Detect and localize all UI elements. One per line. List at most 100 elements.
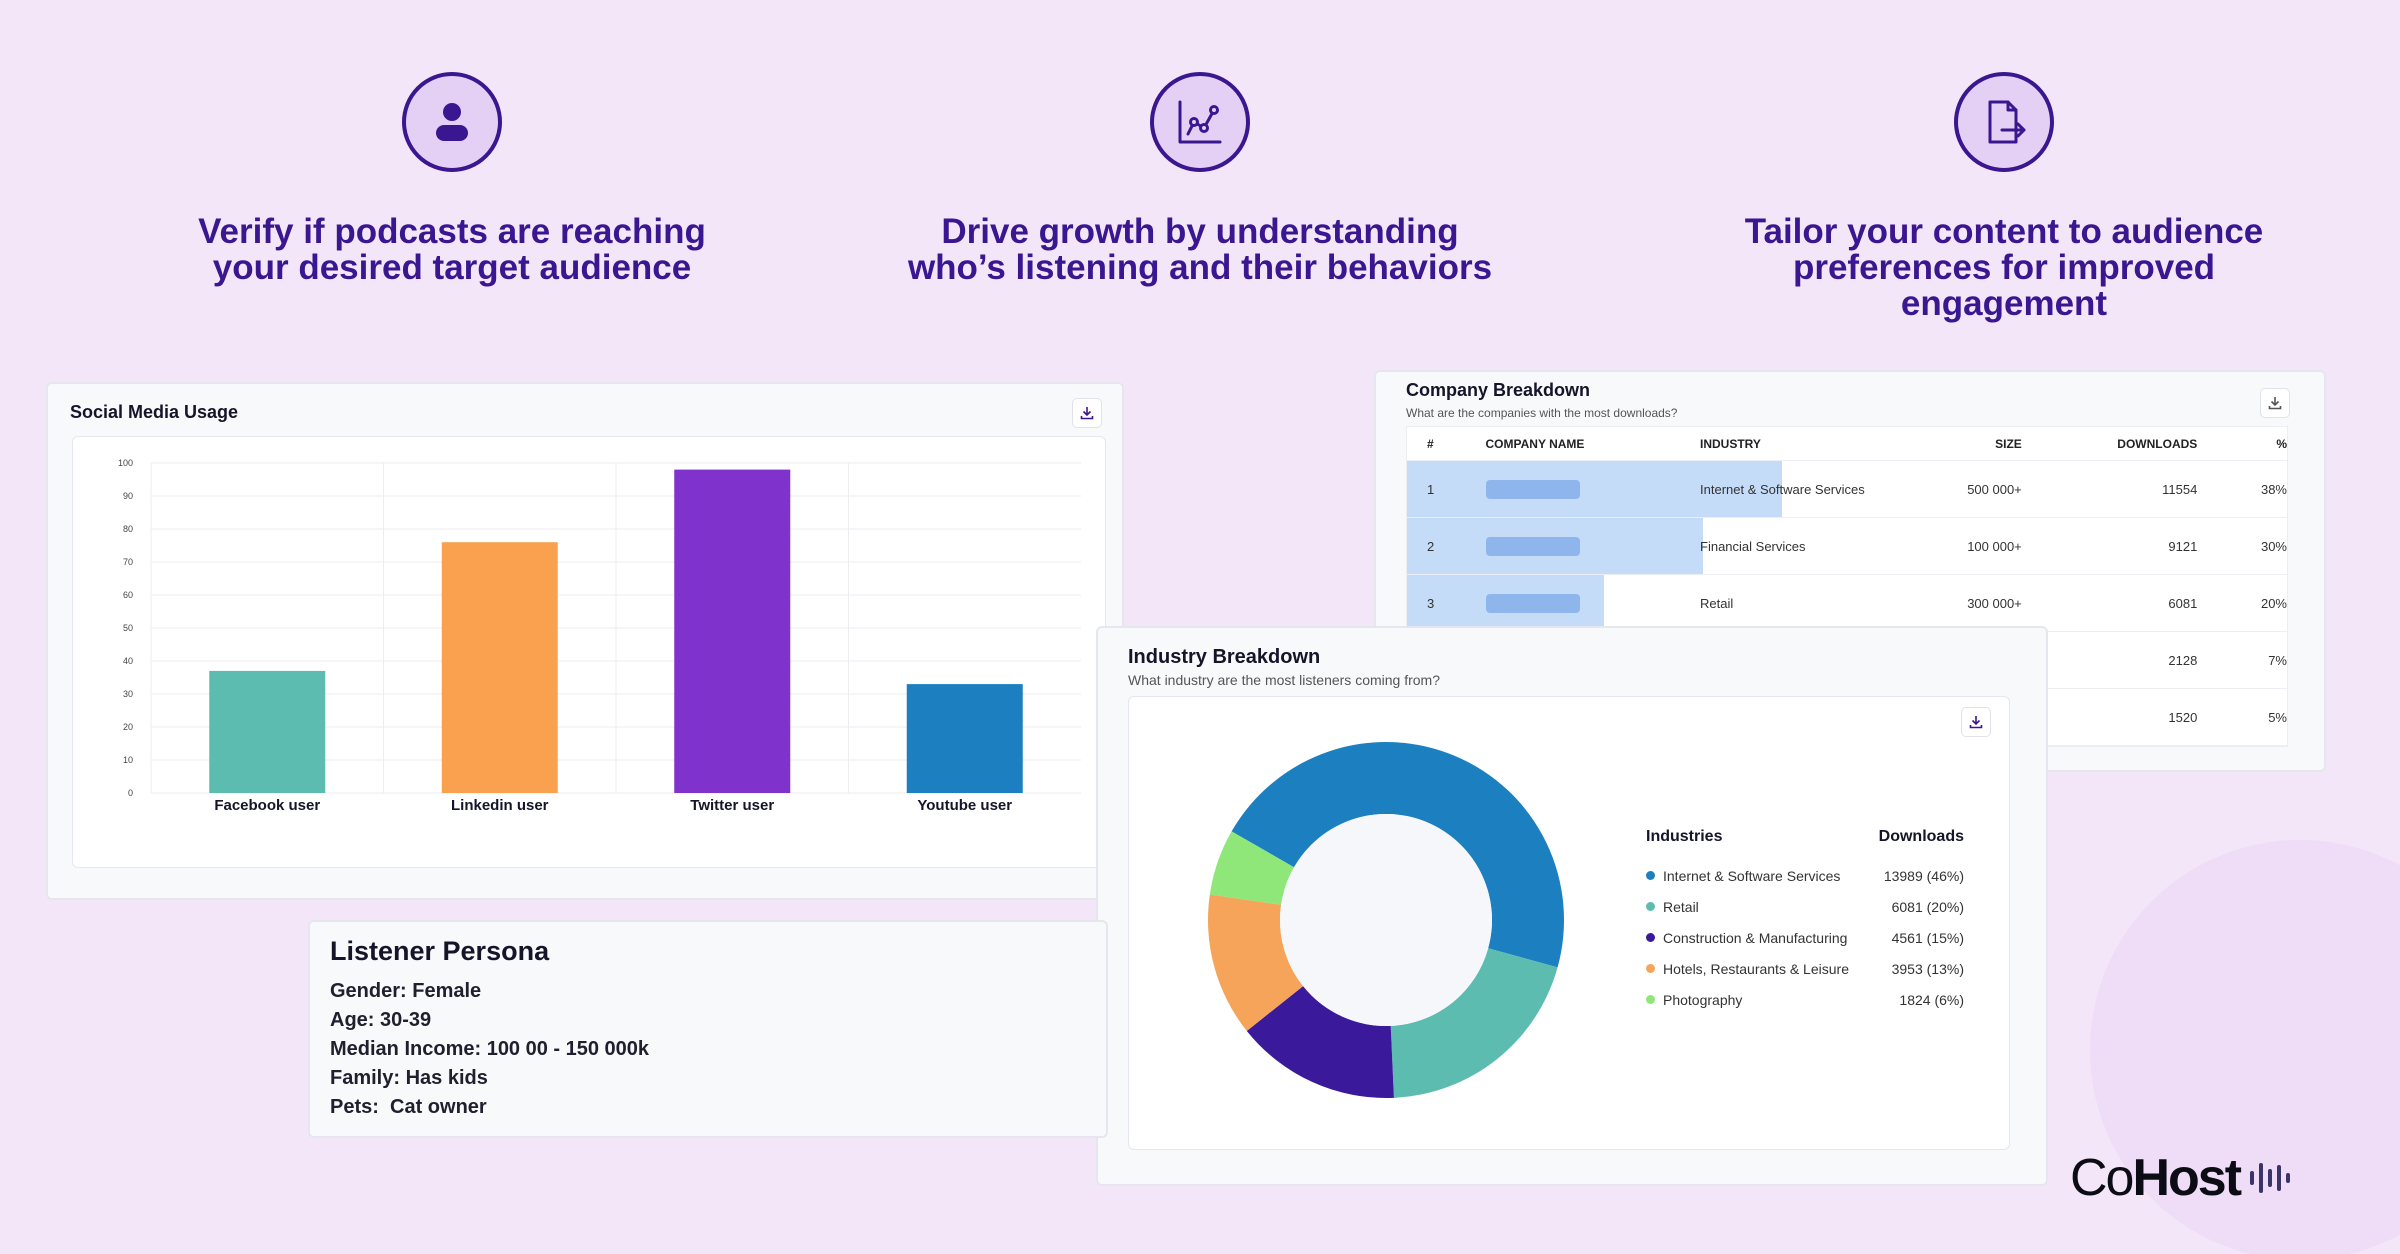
row-company-name [1485, 479, 1701, 499]
y-tick-label: 10 [123, 755, 133, 765]
industry-legend: Industries Downloads Internet & Software… [1646, 828, 1964, 1015]
col-pct[interactable]: % [2276, 436, 2287, 451]
persona-age: Age: 30-39 [330, 1009, 432, 1031]
feature-headline: Drive growth by understanding who’s list… [907, 212, 1493, 287]
row-company-name [1485, 536, 1701, 556]
card-title: Industry Breakdown [1128, 646, 1321, 668]
soundwave-icon [2250, 1163, 2291, 1193]
logo-co: Co [2070, 1149, 2135, 1207]
bar[interactable] [209, 670, 326, 793]
x-tick-label: Facebook user [214, 797, 320, 814]
legend-label: Photography [1663, 991, 1743, 1008]
donut-slice[interactable] [1231, 742, 1564, 968]
row-downloads: 2128 [2168, 652, 2198, 668]
legend-label-wrap: Hotels, Restaurants & Leisure [1646, 961, 1849, 977]
row-downloads: 1520 [2168, 709, 2198, 725]
card-subtitle: What industry are the most listeners com… [1128, 672, 1441, 688]
bar[interactable] [441, 542, 558, 793]
download-button[interactable] [2260, 388, 2290, 418]
legend-header-label: Industries [1646, 828, 1723, 845]
legend-item[interactable]: Retail 6081 (20%) [1646, 891, 1964, 922]
y-tick-label: 100 [118, 458, 133, 468]
persona-family: Family: Has kids [330, 1067, 488, 1089]
legend-item[interactable]: Hotels, Restaurants & Leisure 3953 (13%) [1646, 953, 1964, 984]
x-tick-label: Linkedin user [451, 797, 549, 814]
persona-title: Listener Persona [330, 936, 550, 966]
bar[interactable] [674, 469, 791, 793]
table-row[interactable]: 2 Financial Services 100 000+ 9121 30% [1407, 518, 2287, 575]
bar[interactable] [906, 684, 1023, 793]
download-icon [2268, 397, 2282, 410]
row-company-name [1485, 593, 1701, 613]
legend-label-wrap: Construction & Manufacturing [1646, 930, 1847, 946]
row-pct: 5% [2268, 709, 2287, 725]
legend-value: 4561 (15%) [1891, 929, 1964, 946]
legend-dot [1646, 964, 1655, 973]
table-row[interactable]: 3 Retail 300 000+ 6081 20% [1407, 575, 2287, 632]
legend-label: Internet & Software Services [1663, 867, 1841, 884]
legend-dot [1646, 871, 1655, 880]
row-downloads: 11554 [2162, 481, 2198, 497]
col-size[interactable]: SIZE [1995, 436, 2022, 451]
legend-item[interactable]: Construction & Manufacturing 4561 (15%) [1646, 922, 1964, 953]
y-tick-label: 50 [123, 623, 133, 633]
row-downloads: 9121 [2168, 538, 2198, 554]
donut-slice[interactable] [1208, 894, 1304, 1031]
persona-income: Median Income: 100 00 - 150 000k [330, 1038, 650, 1060]
row-pct: 30% [2260, 538, 2287, 554]
legend-dot [1646, 933, 1655, 942]
table-header: # COMPANY NAME INDUSTRY SIZE DOWNLOADS % [1407, 427, 2287, 461]
legend-label: Construction & Manufacturing [1663, 929, 1848, 946]
y-tick-label: 90 [123, 491, 133, 501]
y-tick-label: 60 [123, 590, 133, 600]
download-button[interactable] [1072, 398, 1102, 428]
row-industry: Retail [1700, 595, 1734, 611]
download-icon [1969, 716, 1983, 729]
user-icon [402, 72, 502, 172]
donut-slice[interactable] [1246, 986, 1394, 1098]
row-size: 100 000+ [1967, 538, 2022, 554]
card-subtitle: What are the companies with the most dow… [1406, 406, 1678, 420]
legend-label-wrap: Retail [1646, 899, 1699, 915]
row-share-bar [1407, 461, 1782, 517]
legend-header-value: Downloads [1878, 828, 1964, 845]
row-size: 300 000+ [1967, 595, 2022, 611]
cohost-logo: Co Host [2070, 1148, 2294, 1208]
y-tick-label: 0 [128, 788, 133, 798]
social-media-usage-card: Social Media Usage 0 10 20 30 40 50 60 70 80 90 10… [46, 382, 1124, 900]
feature-target-audience: Verify if podcasts are reaching your des… [152, 72, 752, 286]
card-title: Social Media Usage [70, 402, 239, 422]
donut-chart [1208, 742, 1564, 1098]
feature-headline: Verify if podcasts are reaching your des… [198, 212, 706, 287]
growth-chart-icon [1150, 72, 1250, 172]
document-export-icon [1954, 72, 2054, 172]
col-downloads[interactable]: DOWNLOADS [2117, 436, 2198, 451]
download-button[interactable] [1961, 707, 1991, 737]
row-pct: 7% [2268, 652, 2287, 668]
legend-item[interactable]: Photography 1824 (6%) [1646, 984, 1964, 1015]
table-row[interactable]: 1 Internet & Software Services 500 000+ 115… [1407, 461, 2287, 518]
col-industry[interactable]: INDUSTRY [1700, 436, 1761, 451]
y-tick-label: 70 [123, 557, 133, 567]
donut-hole [1280, 814, 1492, 1026]
listener-persona-card: Listener Persona Gender: Female Age: 30-… [308, 920, 1108, 1138]
feature-engagement: Tailor your content to audience preferen… [1704, 72, 2304, 322]
legend-dot [1646, 902, 1655, 911]
legend-value: 13989 (46%) [1883, 867, 1964, 884]
col-company-name[interactable]: COMPANY NAME [1485, 436, 1585, 451]
y-tick-label: 80 [123, 524, 133, 534]
row-size: 500 000+ [1967, 481, 2022, 497]
col-num[interactable]: # [1427, 436, 1434, 451]
donut-slice[interactable] [1209, 831, 1295, 905]
row-num: 2 [1427, 538, 1435, 554]
chart-area: 0 10 20 30 40 50 60 70 80 90 100 Facebook user Linke… [72, 436, 1106, 868]
legend-item[interactable]: Internet & Software Services 13989 (46%) [1646, 860, 1964, 891]
legend-label: Retail [1663, 898, 1699, 915]
feature-growth: Drive growth by understanding who’s list… [900, 72, 1500, 286]
row-industry: Financial Services [1700, 538, 1806, 554]
legend-value: 3953 (13%) [1891, 960, 1964, 977]
legend-label-wrap: Photography [1646, 992, 1742, 1008]
bar-chart: 0 10 20 30 40 50 60 70 80 90 100 Facebook user Linke… [118, 458, 1081, 814]
donut-slice[interactable] [1390, 948, 1558, 1098]
card-title: Company Breakdown [1406, 380, 1591, 400]
